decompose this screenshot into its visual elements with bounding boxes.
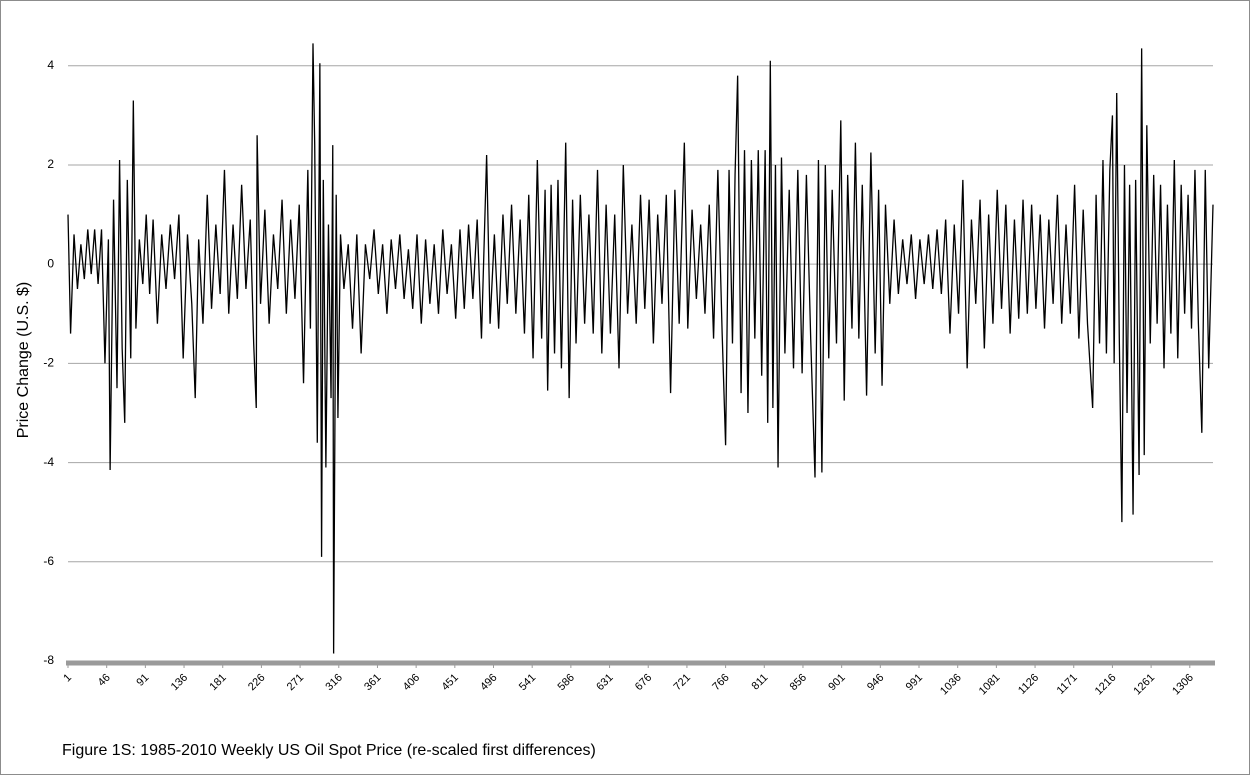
y-tick-label: -6: [43, 554, 54, 568]
y-tick-label: -2: [43, 356, 54, 370]
y-tick-label: 4: [47, 58, 54, 72]
y-axis-label: Price Change (U.S. $): [15, 282, 32, 439]
y-tick-label: 2: [47, 157, 54, 171]
y-tick-label: -4: [43, 455, 54, 469]
y-tick-label: 0: [47, 256, 54, 270]
y-tick-label: -8: [43, 653, 54, 667]
price-change-line: [67, 43, 1214, 654]
caption: Figure 1S: 1985-2010 Weekly US Oil Spot …: [62, 742, 596, 759]
